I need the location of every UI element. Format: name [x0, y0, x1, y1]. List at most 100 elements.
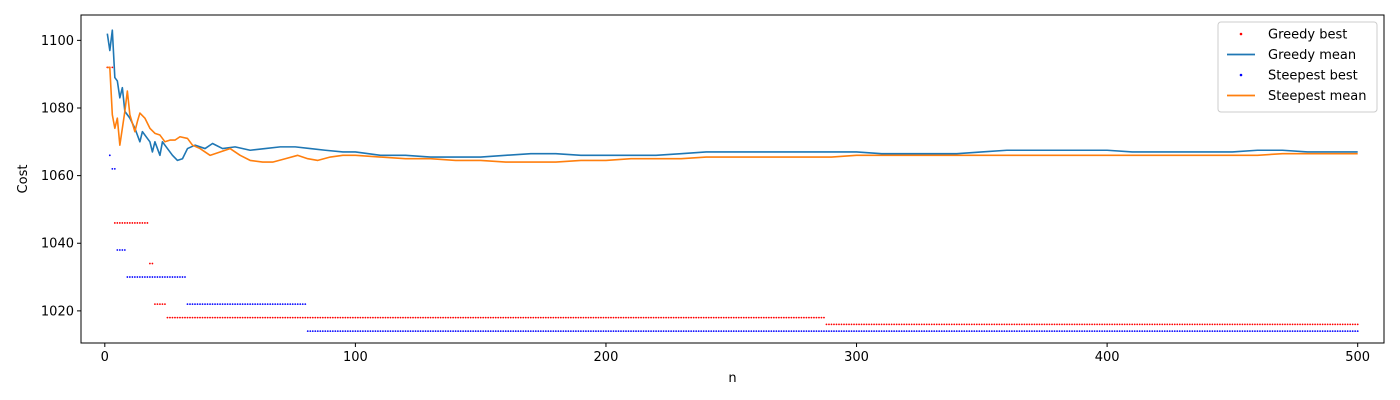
- greedy-best-point: [940, 323, 943, 326]
- greedy-best-point: [745, 316, 748, 319]
- greedy-best-point: [795, 316, 798, 319]
- steepest-best-point: [625, 330, 627, 333]
- steepest-best-point: [667, 330, 670, 333]
- steepest-best-point: [209, 303, 211, 306]
- steepest-best-point: [1244, 330, 1246, 333]
- steepest-best-point: [211, 303, 214, 306]
- steepest-best-point: [963, 330, 966, 333]
- steepest-best-point: [194, 303, 196, 306]
- greedy-best-point: [610, 316, 612, 319]
- steepest-best-point: [908, 330, 911, 333]
- greedy-best-point: [647, 316, 650, 319]
- greedy-best-point: [499, 316, 502, 319]
- steepest-best-point: [387, 330, 389, 333]
- greedy-best-point: [1241, 323, 1244, 326]
- steepest-best-point: [955, 330, 958, 333]
- steepest-best-point: [742, 330, 745, 333]
- greedy-best-point: [517, 316, 520, 319]
- legend-box: [1217, 21, 1378, 113]
- greedy-best-point: [507, 316, 510, 319]
- steepest-best-point: [394, 330, 397, 333]
- steepest-best-point: [1218, 330, 1221, 333]
- greedy-best-point: [321, 316, 324, 319]
- steepest-best-point: [1003, 330, 1006, 333]
- steepest-best-point: [1246, 330, 1249, 333]
- steepest-best-point: [512, 330, 515, 333]
- greedy-best-point: [444, 316, 447, 319]
- greedy-best-point: [625, 316, 627, 319]
- steepest-best-point: [1083, 330, 1086, 333]
- steepest-best-point: [484, 330, 487, 333]
- steepest-best-point: [978, 330, 981, 333]
- greedy-best-point: [1299, 323, 1301, 326]
- steepest-best-point: [1261, 330, 1264, 333]
- steepest-best-point: [1010, 330, 1013, 333]
- greedy-best-point: [1038, 323, 1041, 326]
- steepest-best-point: [1211, 330, 1214, 333]
- greedy-best-point: [580, 316, 582, 319]
- greedy-best-point: [1108, 323, 1111, 326]
- greedy-best-point: [632, 316, 635, 319]
- steepest-best-point: [164, 276, 166, 278]
- steepest-best-point: [341, 330, 344, 333]
- greedy-best-point: [965, 323, 968, 326]
- steepest-best-point: [422, 330, 424, 333]
- greedy-best-point: [1271, 323, 1274, 326]
- greedy-best-point: [727, 316, 730, 319]
- greedy-best-point: [1048, 323, 1051, 326]
- greedy-best-point: [1086, 323, 1088, 326]
- steepest-best-point: [251, 303, 254, 306]
- steepest-best-point: [888, 330, 891, 333]
- greedy-best-point: [557, 316, 560, 319]
- steepest-best-point: [437, 330, 439, 333]
- steepest-best-point: [574, 330, 577, 333]
- greedy-best-point: [1026, 323, 1028, 326]
- steepest-best-point: [970, 330, 973, 333]
- steepest-best-point: [479, 330, 482, 333]
- steepest-best-point: [201, 303, 204, 306]
- steepest-best-point: [597, 330, 600, 333]
- greedy-best-point: [1213, 323, 1216, 326]
- greedy-best-point: [975, 323, 978, 326]
- steepest-best-point: [1236, 330, 1239, 333]
- steepest-best-point: [447, 330, 449, 333]
- greedy-best-point: [334, 316, 337, 319]
- steepest-best-point: [442, 330, 444, 333]
- greedy-best-point: [672, 316, 675, 319]
- steepest-best-point: [522, 330, 525, 333]
- steepest-best-point: [514, 330, 517, 333]
- steepest-best-point: [149, 276, 151, 278]
- steepest-best-point: [825, 330, 828, 333]
- greedy-best-point: [392, 316, 394, 319]
- greedy-best-point: [331, 316, 334, 319]
- steepest-best-point: [973, 330, 976, 333]
- steepest-best-point: [1126, 330, 1129, 333]
- steepest-best-point: [434, 330, 437, 333]
- greedy-best-point: [752, 316, 755, 319]
- greedy-best-point: [913, 323, 916, 326]
- greedy-best-point: [692, 316, 695, 319]
- steepest-best-point: [199, 303, 201, 306]
- steepest-best-point: [402, 330, 404, 333]
- steepest-best-point: [1329, 330, 1332, 333]
- steepest-best-point: [1088, 330, 1091, 333]
- greedy-best-point: [437, 316, 439, 319]
- greedy-best-point: [660, 316, 662, 319]
- steepest-mean-line: [107, 66, 1358, 163]
- steepest-best-point: [128, 276, 131, 278]
- steepest-best-point: [284, 303, 287, 306]
- x-tick-label: 300: [844, 350, 869, 365]
- steepest-best-point: [600, 330, 602, 333]
- steepest-best-point: [1206, 330, 1209, 333]
- greedy-best-point: [582, 316, 585, 319]
- steepest-best-point: [321, 330, 324, 333]
- steepest-best-point: [279, 303, 282, 306]
- greedy-best-point: [424, 316, 427, 319]
- greedy-best-point: [963, 323, 966, 326]
- greedy-best-point: [1061, 323, 1063, 326]
- steepest-best-point: [492, 330, 495, 333]
- greedy-best-point: [271, 316, 274, 319]
- steepest-best-point: [256, 303, 259, 306]
- greedy-best-point: [905, 323, 908, 326]
- greedy-best-point: [730, 316, 733, 319]
